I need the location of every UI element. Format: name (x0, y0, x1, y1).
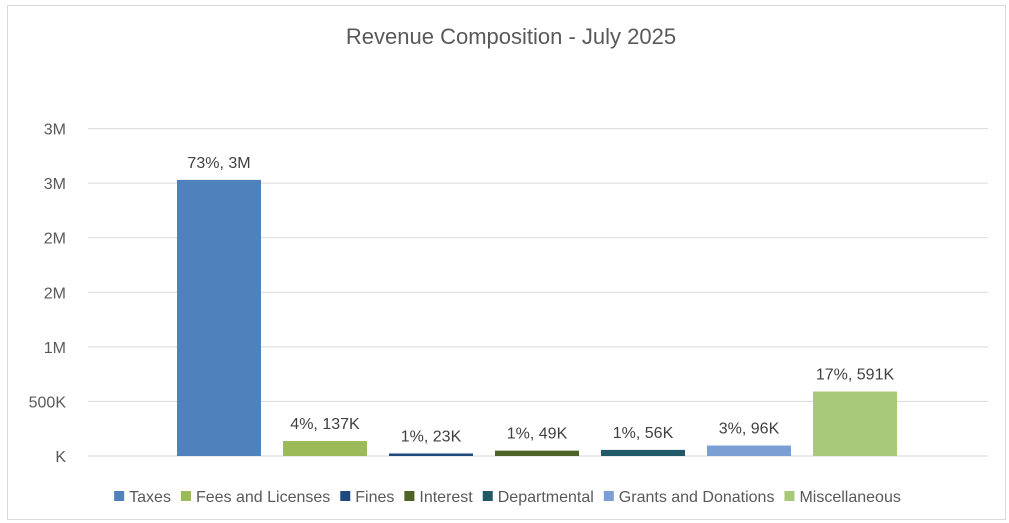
data-label: 73%, 3M (187, 155, 250, 172)
legend-label: Taxes (129, 489, 171, 506)
data-labels: 73%, 3M 4%, 137K 1%, 23K 1%, 49K 1%, 56K 3%, … (187, 155, 894, 446)
bar-grants-and-donations (707, 445, 791, 456)
y-tick-label: 500K (29, 394, 67, 411)
data-label: 4%, 137K (290, 416, 360, 433)
bar-taxes (177, 179, 261, 456)
data-label: 3%, 96K (719, 421, 780, 438)
legend-swatch (114, 491, 125, 501)
y-tick-label: 2M (44, 231, 66, 248)
data-label: 1%, 56K (613, 425, 674, 442)
legend-swatch (482, 491, 493, 501)
chart-title: Revenue Composition - July 2025 (346, 24, 676, 49)
data-label: 1%, 23K (401, 428, 462, 445)
y-axis-tick-labels: K 500K 1M 2M 2M 3M 3M (29, 122, 67, 466)
y-tick-label: 2M (44, 285, 66, 302)
legend-label: Fines (355, 489, 394, 506)
legend-label: Fees and Licenses (196, 489, 330, 506)
data-label: 17%, 591K (816, 366, 895, 383)
legend-swatch (603, 491, 614, 501)
legend-swatch (784, 491, 795, 501)
bars (177, 179, 897, 456)
legend-label: Miscellaneous (799, 489, 900, 506)
legend-label: Interest (419, 489, 473, 506)
legend-swatch (180, 491, 191, 501)
bar-fines (389, 453, 473, 456)
legend-label: Grants and Donations (619, 489, 775, 506)
y-tick-label: 3M (44, 122, 66, 139)
bar-chart: Revenue Composition - July 2025 K 500K 1M 2… (29, 24, 988, 506)
bar-fees-and-licenses (283, 441, 367, 456)
chart-frame: Revenue Composition - July 2025 K 500K 1M 2… (7, 5, 1006, 520)
legend-swatch (340, 491, 351, 501)
bar-miscellaneous (813, 391, 897, 456)
bar-departmental (601, 449, 685, 456)
y-tick-label: K (55, 449, 66, 466)
y-tick-label: 1M (44, 340, 66, 357)
y-tick-label: 3M (44, 176, 66, 193)
data-label: 1%, 49K (507, 426, 568, 443)
legend: Taxes Fees and Licenses Fines Interest Depar… (114, 489, 901, 506)
bar-interest (495, 450, 579, 456)
legend-swatch (404, 491, 415, 501)
legend-label: Departmental (498, 489, 594, 506)
